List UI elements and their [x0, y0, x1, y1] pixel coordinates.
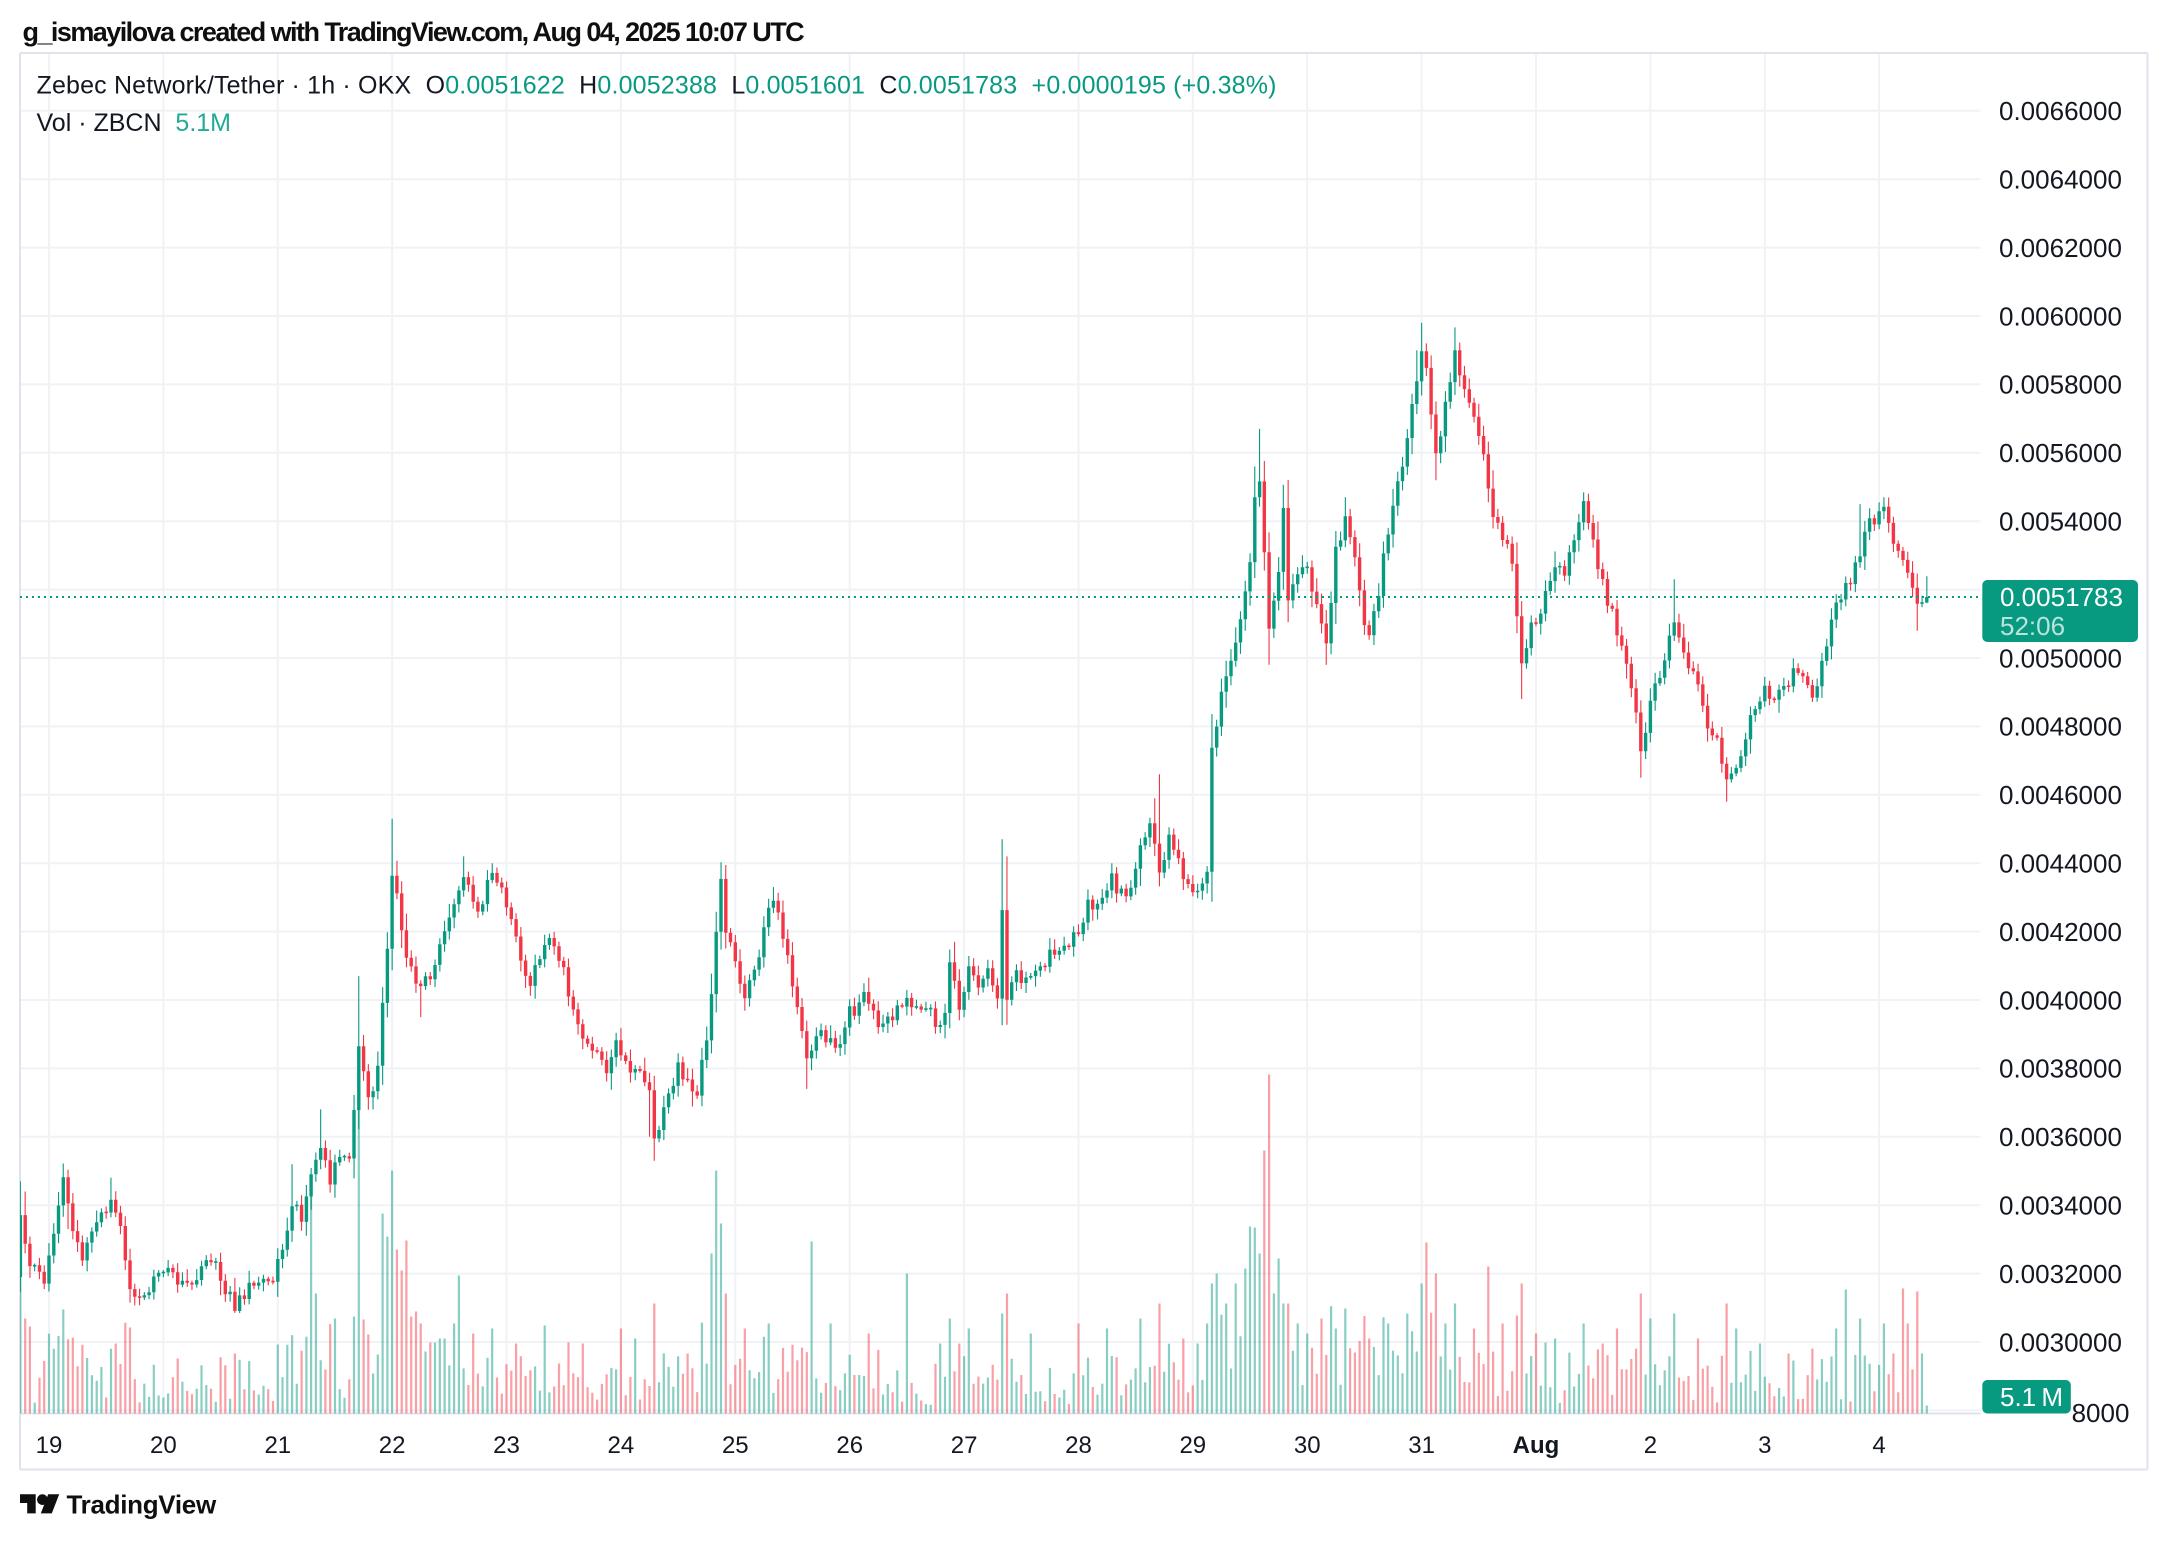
svg-text:30: 30: [1294, 1432, 1321, 1459]
svg-text:28: 28: [1065, 1432, 1092, 1459]
svg-text:2: 2: [1644, 1432, 1657, 1459]
svg-text:0.0060000: 0.0060000: [1999, 301, 2122, 331]
svg-text:19: 19: [36, 1432, 63, 1459]
svg-text:5.1 M: 5.1 M: [2000, 1382, 2063, 1412]
svg-text:0.0030000: 0.0030000: [1999, 1327, 2122, 1357]
svg-text:0.0066000: 0.0066000: [1999, 96, 2122, 126]
svg-text:8000: 8000: [2072, 1398, 2130, 1428]
svg-text:22: 22: [379, 1432, 406, 1459]
svg-text:25: 25: [722, 1432, 749, 1459]
svg-text:4: 4: [1872, 1432, 1885, 1459]
svg-text:0.0046000: 0.0046000: [1999, 780, 2122, 810]
svg-text:21: 21: [264, 1432, 291, 1459]
svg-text:0.0062000: 0.0062000: [1999, 233, 2122, 263]
svg-text:0.0048000: 0.0048000: [1999, 712, 2122, 742]
svg-text:g_ismayilova created with Trad: g_ismayilova created with TradingView.co…: [23, 17, 805, 47]
svg-text:0.0036000: 0.0036000: [1999, 1122, 2122, 1152]
svg-text:Vol · ZBCN 5.1M: Vol · ZBCN 5.1M: [37, 109, 232, 137]
svg-text:26: 26: [836, 1432, 863, 1459]
svg-text:20: 20: [150, 1432, 177, 1459]
svg-text:0.0038000: 0.0038000: [1999, 1054, 2122, 1084]
svg-text:24: 24: [608, 1432, 635, 1459]
svg-text:29: 29: [1179, 1432, 1206, 1459]
svg-text:0.0050000: 0.0050000: [1999, 643, 2122, 673]
svg-text:0.0042000: 0.0042000: [1999, 917, 2122, 947]
svg-text:0.0056000: 0.0056000: [1999, 438, 2122, 468]
svg-text:52:06: 52:06: [2000, 611, 2065, 641]
svg-text:3: 3: [1758, 1432, 1771, 1459]
svg-text:0.0034000: 0.0034000: [1999, 1191, 2122, 1221]
svg-text:Aug: Aug: [1513, 1432, 1560, 1459]
svg-text:0.0058000: 0.0058000: [1999, 370, 2122, 400]
svg-text:TradingView: TradingView: [67, 1489, 217, 1519]
svg-text:Zebec Network/Tether · 1h · OK: Zebec Network/Tether · 1h · OKX O0.00516…: [37, 71, 1277, 99]
svg-text:0.0032000: 0.0032000: [1999, 1259, 2122, 1289]
svg-text:31: 31: [1408, 1432, 1435, 1459]
svg-text:0.0051783: 0.0051783: [2000, 582, 2123, 612]
svg-text:0.0054000: 0.0054000: [1999, 507, 2122, 537]
svg-text:0.0040000: 0.0040000: [1999, 985, 2122, 1015]
svg-text:0.0044000: 0.0044000: [1999, 849, 2122, 879]
svg-text:0.0064000: 0.0064000: [1999, 165, 2122, 195]
svg-text:23: 23: [493, 1432, 520, 1459]
svg-text:27: 27: [951, 1432, 978, 1459]
